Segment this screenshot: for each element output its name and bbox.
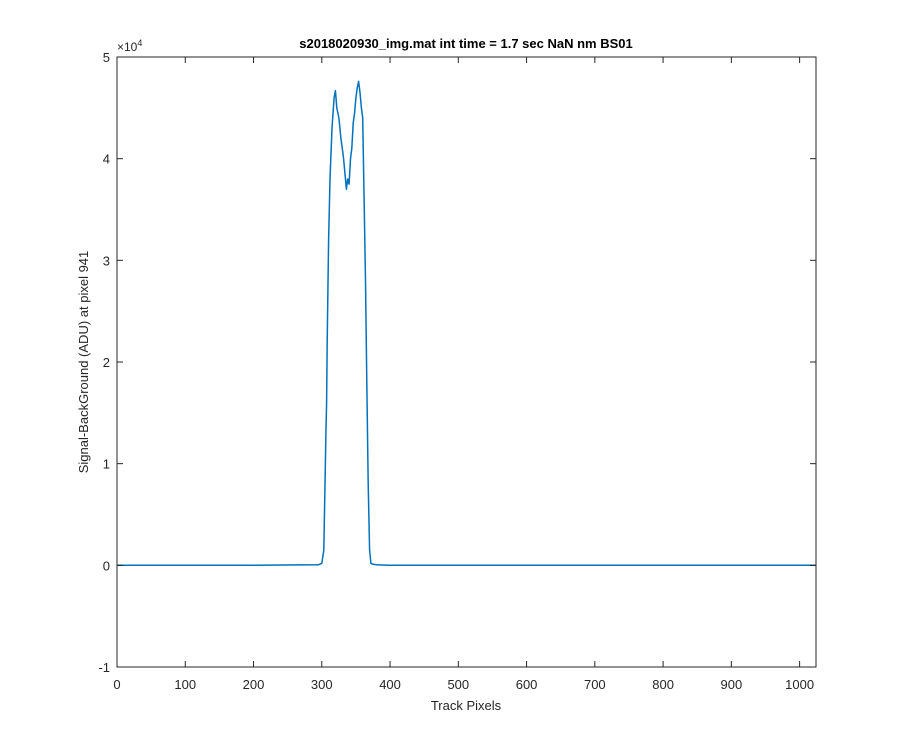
series-layer <box>117 80 816 567</box>
y-tick-label: 4 <box>103 152 110 167</box>
x-tick-label: 500 <box>447 677 469 692</box>
y-tick-label: 2 <box>103 355 110 370</box>
x-tick-label: 700 <box>584 677 606 692</box>
x-tick-label: 400 <box>379 677 401 692</box>
plot-area <box>117 57 816 667</box>
y-exponent-power: 4 <box>137 38 142 48</box>
y-axis-ticks: -1 0 1 2 3 4 5 <box>98 50 816 675</box>
x-tick-label: 200 <box>243 677 265 692</box>
x-tick-label: 900 <box>721 677 743 692</box>
y-exponent-base: ×10 <box>117 40 138 54</box>
x-axis-ticks: 0 100 200 300 400 500 600 700 800 900 1000 <box>113 57 814 692</box>
chart-title: s2018020930_img.mat int time = 1.7 sec N… <box>299 36 633 51</box>
x-tick-label: 800 <box>652 677 674 692</box>
x-tick-label: 0 <box>113 677 120 692</box>
x-tick-label: 600 <box>516 677 538 692</box>
x-tick-label: 300 <box>311 677 333 692</box>
x-tick-label: 100 <box>174 677 196 692</box>
x-axis-label: Track Pixels <box>431 698 502 713</box>
y-tick-label: 1 <box>103 457 110 472</box>
y-tick-label: -1 <box>98 660 110 675</box>
y-tick-label: 3 <box>103 253 110 268</box>
y-tick-label: 0 <box>103 558 110 573</box>
y-exponent-label: ×104 <box>117 38 142 54</box>
y-axis-label: Signal-BackGround (ADU) at pixel 941 <box>76 251 91 474</box>
y-tick-label: 5 <box>103 50 110 65</box>
x-tick-label: 1000 <box>785 677 814 692</box>
series-line-0 <box>117 80 816 567</box>
